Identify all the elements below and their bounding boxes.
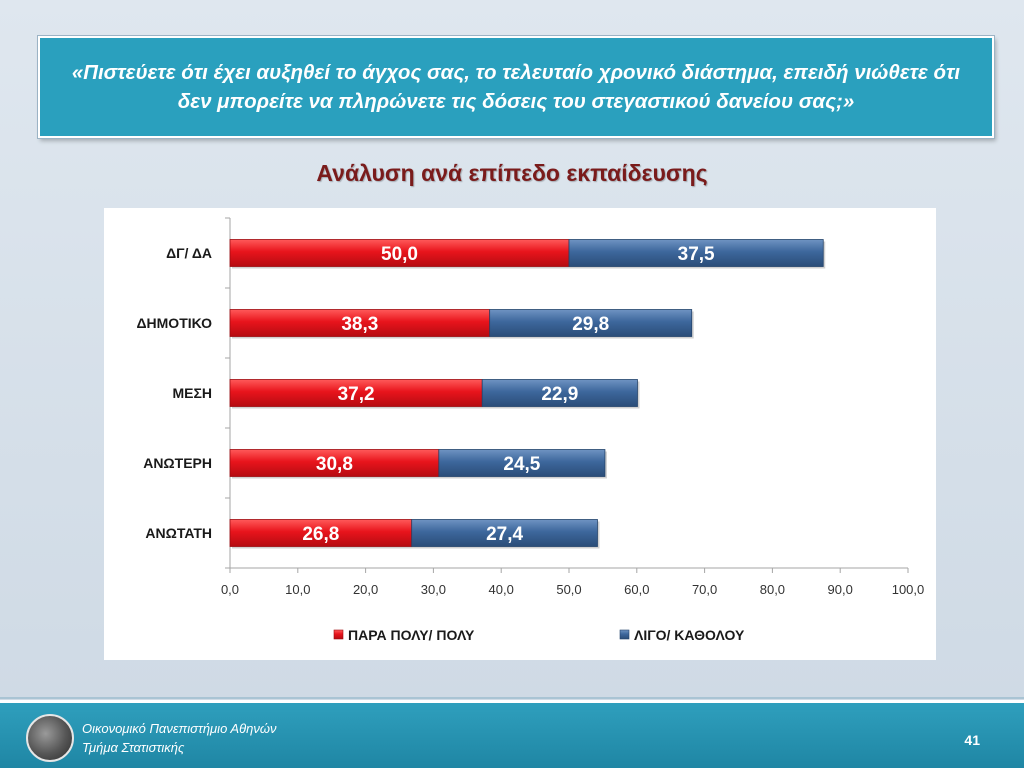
x-tick-label: 60,0 (624, 582, 649, 597)
category-label: ΔΗΜΟΤΙΚΟ (136, 315, 212, 331)
x-tick-label: 50,0 (556, 582, 581, 597)
bar-little (568, 239, 824, 267)
bar-value-label: 30,8 (316, 454, 353, 475)
chart-panel: 0,0 10,0 20,0 30,0 40,0 50,0 60,0 70,0 80,0 90,0 1… (104, 208, 936, 660)
legend-item-very-much: ΠΑΡΑ ΠΟΛΥ/ ΠΟΛΥ (348, 627, 475, 643)
x-tick-label: 20,0 (353, 582, 378, 597)
bar-value-label: 22,9 (541, 384, 578, 405)
x-tick-label: 30,0 (421, 582, 446, 597)
bar-little (438, 449, 606, 477)
bar-value-label: 29,8 (572, 314, 609, 335)
x-tick-label: 40,0 (489, 582, 514, 597)
page-number: 41 (964, 732, 980, 748)
bar-very-much (229, 519, 413, 547)
category-label: ΑΝΩΤΕΡΗ (143, 455, 212, 471)
bar-value-label: 37,5 (678, 244, 715, 265)
x-tick-label: 10,0 (285, 582, 310, 597)
x-tick-label: 90,0 (828, 582, 853, 597)
chart-labels: ΔΓ/ ΔΑ 50,0 37,5 ΔΗΜΟΤΙΚΟ 38,3 29,8 ΜΕΣΗ 37,2 22… (136, 244, 715, 545)
bar-little (481, 379, 638, 407)
bar-value-label: 50,0 (381, 244, 418, 265)
x-tick-label: 0,0 (221, 582, 239, 597)
bar-very-much (229, 379, 483, 407)
legend-swatch (619, 629, 630, 640)
x-tick-label: 80,0 (760, 582, 785, 597)
chart-bars (229, 239, 826, 549)
chart-legend: ΠΑΡΑ ΠΟΛΥ/ ΠΟΛΥ ΛΙΓΟ/ ΚΑΘΟΛΟΥ (333, 627, 745, 643)
bar-value-label: 24,5 (503, 454, 540, 475)
footer-divider (0, 697, 1024, 699)
x-tick-label: 100,0 (892, 582, 925, 597)
bar-value-label: 37,2 (338, 384, 375, 405)
stacked-bar-chart: 0,0 10,0 20,0 30,0 40,0 50,0 60,0 70,0 80,0 90,0 1… (136, 217, 925, 643)
footer-bar (0, 700, 1024, 768)
university-seal-icon (26, 714, 74, 762)
bar-little (489, 309, 693, 337)
bar-value-label: 27,4 (486, 524, 523, 545)
category-label: ΑΝΩΤΑΤΗ (145, 525, 212, 541)
category-label: ΔΓ/ ΔΑ (166, 245, 212, 261)
bar-value-label: 26,8 (302, 524, 339, 545)
footer-university: Οικονομικό Πανεπιστήμιο Αθηνών (82, 721, 277, 736)
question-box: «Πιστεύετε ότι έχει αυξηθεί το άγχος σας… (38, 36, 994, 138)
bar-little (411, 519, 598, 547)
category-label: ΜΕΣΗ (172, 385, 212, 401)
bar-very-much (229, 449, 440, 477)
legend-item-little: ΛΙΓΟ/ ΚΑΘΟΛΟΥ (634, 627, 745, 643)
chart-axes: 0,0 10,0 20,0 30,0 40,0 50,0 60,0 70,0 80,0 90,0 1… (221, 217, 925, 597)
x-tick-label: 70,0 (692, 582, 717, 597)
bar-very-much (229, 309, 491, 337)
chart-subtitle: Ανάλυση ανά επίπεδο εκπαίδευσης (316, 160, 708, 186)
legend-swatch (333, 629, 344, 640)
bar-value-label: 38,3 (341, 314, 378, 335)
question-text: «Πιστεύετε ότι έχει αυξηθεί το άγχος σας… (71, 61, 961, 113)
footer-department: Τμήμα Στατιστικής (82, 740, 185, 755)
